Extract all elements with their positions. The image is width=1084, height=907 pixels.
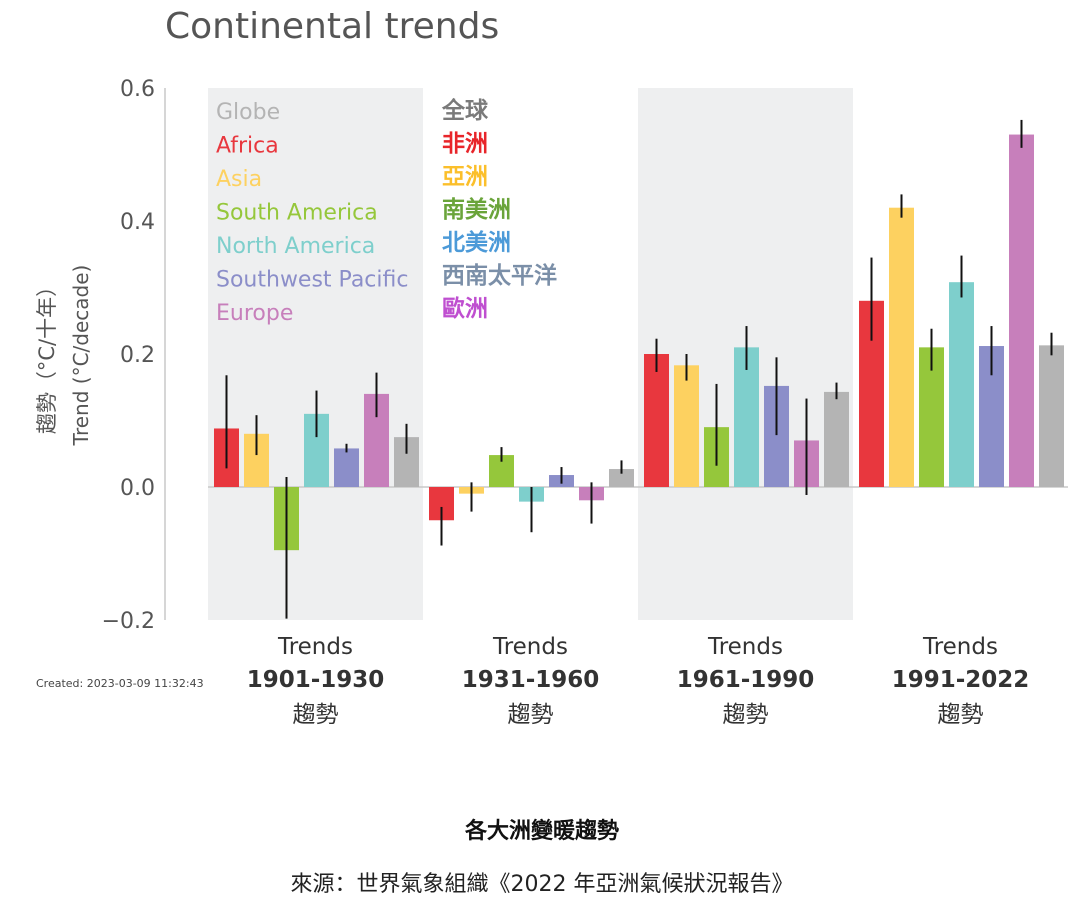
legend-en-item: Asia bbox=[216, 167, 262, 192]
x-category-label-line3: 趨勢 bbox=[938, 702, 984, 728]
y-axis-label-en: Trend (°C/decade) bbox=[69, 265, 93, 447]
bar-africa-3 bbox=[644, 354, 669, 487]
bar-asia-4 bbox=[889, 207, 914, 487]
bar-north-america-3 bbox=[734, 347, 759, 487]
x-category-label-line2: 1961-1990 bbox=[677, 667, 815, 693]
legend-zh-item: 西南太平洋 bbox=[442, 262, 557, 289]
x-category-label-line1: Trends bbox=[707, 634, 783, 660]
x-category-label-line2: 1991-2022 bbox=[892, 667, 1030, 693]
bar-europe-4 bbox=[1009, 134, 1034, 488]
x-category-label-line3: 趨勢 bbox=[293, 702, 339, 728]
y-tick-label: −0.2 bbox=[102, 609, 155, 634]
legend-zh-item: 非洲 bbox=[442, 131, 488, 157]
legend-en-item: Globe bbox=[216, 100, 280, 125]
x-category-label-line2: 1931-1960 bbox=[462, 667, 600, 693]
y-tick-label: 0.2 bbox=[120, 343, 155, 368]
x-category-label-line2: 1901-1930 bbox=[247, 667, 385, 693]
legend-zh-item: 北美洲 bbox=[442, 229, 511, 256]
x-category-label-line1: Trends bbox=[277, 634, 353, 660]
y-tick-label: 0.0 bbox=[120, 476, 155, 501]
created-timestamp: Created: 2023-03-09 11:32:43 bbox=[36, 677, 204, 690]
legend-zh-item: 全球 bbox=[441, 97, 489, 124]
x-category-label-line3: 趨勢 bbox=[723, 702, 769, 728]
caption-source: 來源：世界氣象組織《2022 年亞洲氣候狀況報告》 bbox=[290, 872, 794, 897]
bar-globe-2 bbox=[609, 469, 634, 487]
bar-asia-3 bbox=[674, 365, 699, 487]
chart-title: Continental trends bbox=[165, 6, 499, 47]
y-tick-label: 0.6 bbox=[120, 77, 155, 102]
legend-zh-item: 歐洲 bbox=[442, 295, 488, 322]
x-category-label-line1: Trends bbox=[492, 634, 568, 660]
legend-en-item: North America bbox=[216, 234, 375, 259]
legend-zh-item: 南美洲 bbox=[442, 196, 511, 223]
chart: Continental trends 0.6 0.4 0.2 0.0 −0.2 趨勢（°C/… bbox=[35, 6, 1068, 728]
caption-title: 各大洲變暖趨勢 bbox=[464, 819, 619, 844]
x-category-label-line1: Trends bbox=[922, 634, 998, 660]
bar-globe-3 bbox=[824, 391, 849, 487]
y-tick-label: 0.4 bbox=[120, 210, 155, 235]
y-axis-label-zh: 趨勢（°C/十年） bbox=[35, 276, 59, 434]
period-shade-1 bbox=[208, 88, 423, 620]
legend-en-item: Africa bbox=[216, 134, 279, 159]
legend-en-item: South America bbox=[216, 201, 378, 226]
bar-north-america-4 bbox=[949, 282, 974, 487]
legend-en-item: Europe bbox=[216, 301, 293, 326]
legend-en-item: Southwest Pacific bbox=[216, 268, 408, 293]
bar-southwest-pacific-1 bbox=[334, 448, 359, 487]
legend-zh-item: 亞洲 bbox=[442, 164, 488, 190]
x-category-label-line3: 趨勢 bbox=[508, 702, 554, 728]
bar-globe-4 bbox=[1039, 345, 1064, 487]
